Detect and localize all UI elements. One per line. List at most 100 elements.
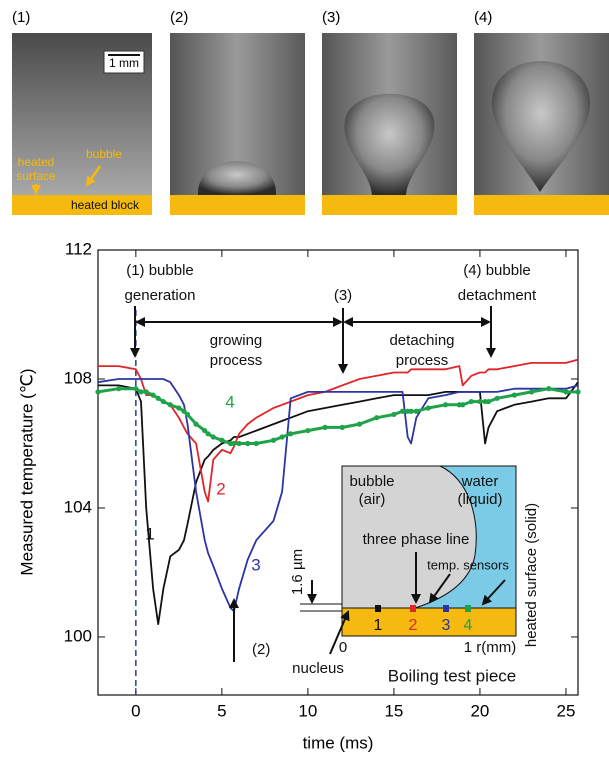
inset-text: 1 r(mm) [464,639,517,656]
series-marker [469,399,474,404]
inset-text: three phase line [363,531,470,548]
sensor [410,605,416,612]
inset-text: water [461,473,499,490]
inset-text: nucleus [292,660,344,677]
series-label: 4 [225,392,234,411]
series-marker [529,389,534,394]
series-marker [460,402,465,407]
inset-text: 0 [339,639,347,656]
series-marker [245,441,250,446]
series-marker [144,389,149,394]
inset-text: heated surface (solid) [523,503,540,647]
photos [12,33,609,215]
panel-label: (3) [322,9,340,26]
annotation: process [210,352,263,369]
series-marker [563,389,568,394]
panel-label: (2) [170,9,188,26]
annotation: process [396,352,449,369]
series-marker [477,399,482,404]
series-marker [575,389,580,394]
series-marker [138,389,143,394]
series-marker [236,441,241,446]
series-marker [95,389,100,394]
x-tick-label: 5 [217,701,226,720]
series-marker [254,441,259,446]
inset-text: bubble [349,473,394,490]
series-marker [495,396,500,401]
inset-text: Boiling test piece [388,666,517,685]
series-label: 1 [145,524,154,543]
y-axis-label: Measured temperature (℃) [17,368,36,575]
sensor-label: 4 [464,617,473,634]
annotation: (2) [252,641,270,658]
x-tick-label: 25 [556,701,575,720]
series-label: 2 [216,479,225,498]
inset-text: (liquid) [457,491,502,508]
annotation: (1) bubble [126,262,194,279]
series-marker [374,415,379,420]
series-marker [185,412,190,417]
annotation: detaching [389,332,454,349]
series-marker [150,393,155,398]
y-tick-label: 108 [64,368,92,387]
series-marker [414,409,419,414]
inset-text: 1.6 µm [289,549,306,595]
sensor [465,605,471,612]
series-marker [271,438,276,443]
sensor [443,605,449,612]
series-marker [486,399,491,404]
series-marker [176,405,181,410]
x-tick-label: 20 [470,701,489,720]
x-tick-label: 10 [298,701,317,720]
series-marker [546,386,551,391]
x-tick-label: 15 [384,701,403,720]
series-marker [400,409,405,414]
photo-annotation: heated [18,155,55,169]
series-marker [409,409,414,414]
y-tick-label: 100 [64,626,92,645]
series-marker [279,434,284,439]
x-tick-label: 0 [131,701,140,720]
sensor [375,605,381,612]
photo-annotation: heated block [71,198,140,212]
annotation: (3) [334,287,352,304]
series-marker [443,402,448,407]
series-marker [391,412,396,417]
annotation: (4) bubble [463,262,531,279]
series-marker [168,402,173,407]
series-marker [305,428,310,433]
series-marker [161,399,166,404]
series-label: 3 [251,555,260,574]
inset-text: temp. sensors [427,557,509,572]
scale-label: 1 mm [109,56,139,70]
annotation: growing [210,332,263,349]
series-marker [156,396,161,401]
annotation: generation [125,287,196,304]
series-marker [116,386,121,391]
series-marker [426,405,431,410]
panel-label: (4) [474,9,492,26]
annotation: detachment [458,287,537,304]
sensor-label: 2 [409,617,418,634]
y-tick-label: 104 [64,497,92,516]
photo-annotation: surface [16,169,56,183]
heated-block [322,195,457,215]
series-marker [357,422,362,427]
series-marker [340,425,345,430]
series-marker [231,441,236,446]
figure: time (ms) Measured temperature (℃) (1) (2… [0,0,609,760]
panel-label: (1) [12,9,30,26]
series-line [98,389,578,444]
sensor-label: 3 [442,617,451,634]
series-marker [288,431,293,436]
sensor-label: 1 [374,617,383,634]
series-marker [322,425,327,430]
photo-annotation: bubble [86,147,122,161]
series-marker [133,386,138,391]
series-marker [193,422,198,427]
series-marker [219,438,224,443]
inset-text: (air) [359,491,386,508]
x-axis-label: time (ms) [303,733,374,752]
solid [342,608,516,636]
heated-block [474,195,609,215]
